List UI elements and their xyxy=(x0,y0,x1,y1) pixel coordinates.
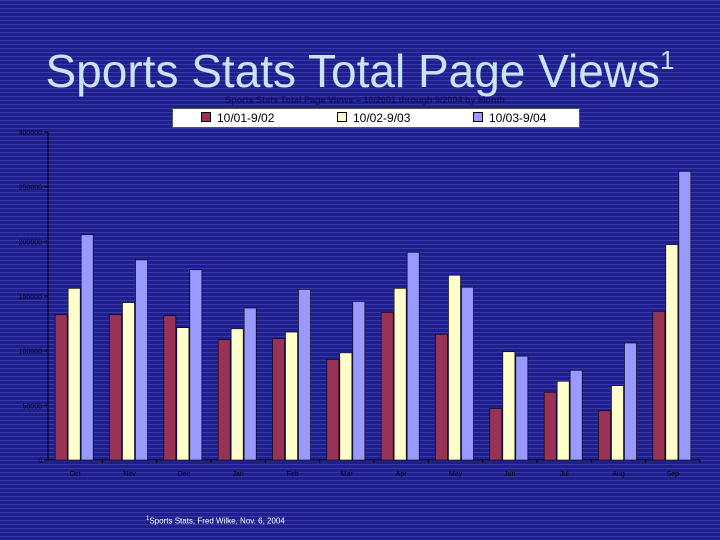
legend-swatch-series-1 xyxy=(201,112,211,122)
bar xyxy=(109,314,122,461)
bar xyxy=(326,359,340,461)
title-footnote-marker: 1 xyxy=(660,45,675,75)
bar xyxy=(461,286,474,461)
bar xyxy=(189,269,203,461)
y-tick-label: 300000 xyxy=(19,130,42,137)
x-tick-label: May xyxy=(449,471,463,478)
bar xyxy=(54,314,68,461)
x-tick-label: Sep xyxy=(667,471,680,478)
chart-subtitle: Sports Stats Total Page Views – 10/2001 … xyxy=(225,95,505,105)
bar xyxy=(489,408,503,461)
footnote-text: Sports Stats, Fred Wilke, Nov. 6, 2004 xyxy=(149,516,285,526)
legend-label-series-1: 10/01-9/02 xyxy=(217,111,275,125)
bar xyxy=(217,339,231,461)
x-tick-label: Aug xyxy=(612,471,625,478)
y-tick-label: 50000 xyxy=(23,403,43,410)
bar xyxy=(272,338,285,461)
bar xyxy=(598,410,611,461)
x-tick-label: Nov xyxy=(123,471,136,478)
legend-item-series-3: 10/03-9/04 xyxy=(473,111,546,125)
bar xyxy=(298,289,311,461)
slide-title: Sports Stats Total Page Views1 xyxy=(45,45,675,97)
bar xyxy=(67,288,81,461)
bar xyxy=(406,251,420,461)
y-tick-label: 200000 xyxy=(19,239,42,246)
y-tick-label: 250000 xyxy=(19,185,42,192)
bar xyxy=(163,315,177,461)
legend-swatch-series-3 xyxy=(473,112,483,122)
bar xyxy=(176,327,190,461)
bar xyxy=(678,171,692,461)
chart-legend: 10/01-9/02 10/02-9/03 10/03-9/04 xyxy=(172,108,580,128)
bar xyxy=(339,352,353,461)
y-tick-label: 100000 xyxy=(19,349,42,356)
bar xyxy=(665,244,679,461)
x-tick-label: Jan xyxy=(233,471,244,478)
legend-label-series-3: 10/03-9/04 xyxy=(489,111,547,125)
bar xyxy=(448,274,461,461)
x-tick-label: Mar xyxy=(341,471,354,478)
bar xyxy=(435,333,448,461)
x-tick-label: Dec xyxy=(178,471,191,478)
x-tick-label: Jul xyxy=(560,471,569,478)
y-tick-label: 150000 xyxy=(19,294,42,301)
bar xyxy=(122,302,135,461)
x-tick-label: Oct xyxy=(70,471,81,478)
x-tick-label: Feb xyxy=(286,471,298,478)
x-tick-label: Jun xyxy=(504,471,515,478)
bar xyxy=(611,385,624,461)
footnote-marker: 1 xyxy=(146,516,150,522)
legend-item-series-1: 10/01-9/02 xyxy=(201,111,274,125)
bar xyxy=(380,312,394,461)
bar xyxy=(543,391,557,461)
bar xyxy=(135,259,148,461)
bar xyxy=(243,307,257,461)
bar xyxy=(624,342,637,461)
legend-swatch-series-2 xyxy=(337,112,347,122)
bar xyxy=(285,331,298,461)
bar xyxy=(515,355,529,461)
bar xyxy=(556,380,570,461)
legend-item-series-2: 10/02-9/03 xyxy=(337,111,410,125)
x-tick-label: Apr xyxy=(396,471,408,478)
legend-label-series-2: 10/02-9/03 xyxy=(353,111,411,125)
y-tick-label: 0 xyxy=(38,458,42,465)
bar xyxy=(393,288,407,461)
bar xyxy=(652,311,666,461)
bar xyxy=(352,301,366,461)
bar xyxy=(502,351,516,461)
bar xyxy=(80,234,94,461)
bar xyxy=(569,370,583,461)
bar xyxy=(230,328,244,461)
footnote: 1Sports Stats, Fred Wilke, Nov. 6, 2004 xyxy=(146,516,285,526)
